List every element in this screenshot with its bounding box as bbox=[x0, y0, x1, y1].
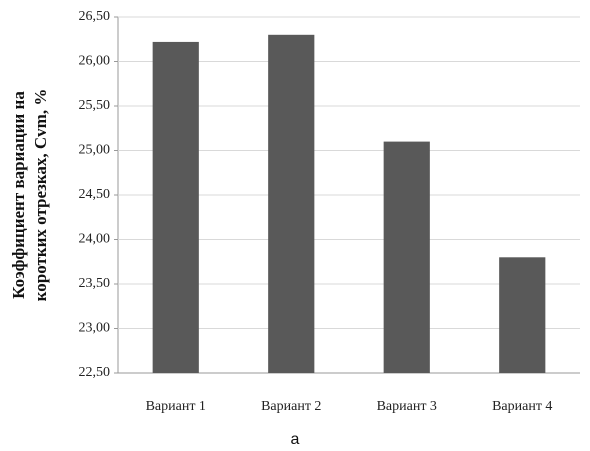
y-tick-label: 25,50 bbox=[79, 98, 111, 113]
caption: a bbox=[291, 431, 300, 448]
y-tick-label: 26,00 bbox=[79, 54, 111, 69]
y-tick-label: 22,50 bbox=[79, 365, 111, 380]
y-tick-label: 23,50 bbox=[79, 276, 111, 291]
y-tick-label: 25,00 bbox=[79, 143, 111, 158]
x-tick-label: Вариант 2 bbox=[261, 399, 321, 414]
y-axis-title-line: Коэффициент вариации на bbox=[9, 91, 28, 299]
y-axis-title-line: коротких отрезках, Cvm, % bbox=[31, 89, 50, 302]
x-tick-label: Вариант 4 bbox=[492, 399, 552, 414]
bar bbox=[383, 141, 430, 373]
bar bbox=[152, 41, 199, 374]
x-tick-label: Вариант 3 bbox=[377, 399, 437, 414]
y-tick-label: 26,50 bbox=[79, 9, 111, 24]
y-tick-label: 24,00 bbox=[79, 232, 111, 247]
y-axis-title: Коэффициент вариации на коротких отрезка… bbox=[9, 89, 50, 302]
bar bbox=[268, 34, 315, 374]
y-tick-label: 23,00 bbox=[79, 321, 111, 336]
y-tick-label: 24,50 bbox=[79, 187, 111, 202]
x-tick-label: Вариант 1 bbox=[146, 399, 206, 414]
bar bbox=[499, 257, 546, 373]
